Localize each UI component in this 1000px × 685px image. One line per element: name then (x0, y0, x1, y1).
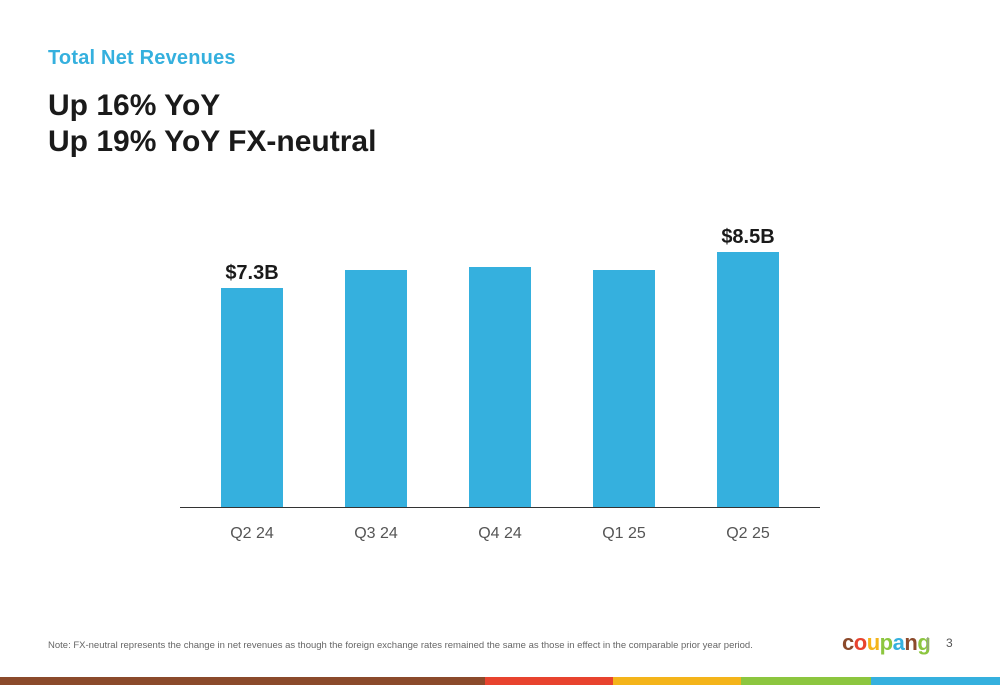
bar-q2-25 (717, 252, 779, 507)
logo-letter: a (892, 630, 905, 655)
x-tick-label: Q4 24 (478, 525, 522, 542)
footer-separator: | (926, 634, 930, 650)
bar-q4-24 (469, 267, 531, 507)
brand-bar-segment (0, 677, 485, 685)
footnote: Note: FX-neutral represents the change i… (48, 640, 753, 651)
x-tick-label: Q2 24 (230, 525, 274, 542)
revenue-bar-chart: $7.3B Q2 24 Q3 24 Q4 24 Q1 25 $8.5B Q2 25 (180, 226, 820, 542)
bar-q1-25 (593, 270, 655, 507)
logo-letter: u (866, 630, 880, 655)
logo-letter: o (853, 630, 867, 655)
headline-line-yoy: Up 16% YoY (48, 89, 221, 122)
headline-line-fx-neutral: Up 19% YoY FX-neutral (48, 125, 377, 158)
bar-q2-24 (221, 288, 283, 507)
brand-bar-segment (485, 677, 613, 685)
brand-bar-segment (871, 677, 1000, 685)
page-number: 3 (946, 636, 953, 650)
section-kicker: Total Net Revenues (48, 47, 236, 69)
logo-letter: g (917, 630, 931, 655)
logo-letter: p (879, 630, 893, 655)
brand-color-bar (0, 677, 1000, 685)
logo-letter: c (842, 630, 854, 655)
data-label-q2-24: $7.3B (225, 262, 278, 284)
bar-q3-24 (345, 270, 407, 507)
coupang-logo: coupang (842, 630, 931, 656)
headline: Up 16% YoY Up 19% YoY FX-neutral (48, 88, 376, 160)
brand-bar-segment (613, 677, 741, 685)
logo-letter: n (904, 630, 918, 655)
data-label-q2-25: $8.5B (721, 226, 774, 248)
brand-bar-segment (741, 677, 871, 685)
x-tick-label: Q2 25 (726, 525, 770, 542)
x-tick-label: Q1 25 (602, 525, 646, 542)
x-tick-label: Q3 24 (354, 525, 398, 542)
